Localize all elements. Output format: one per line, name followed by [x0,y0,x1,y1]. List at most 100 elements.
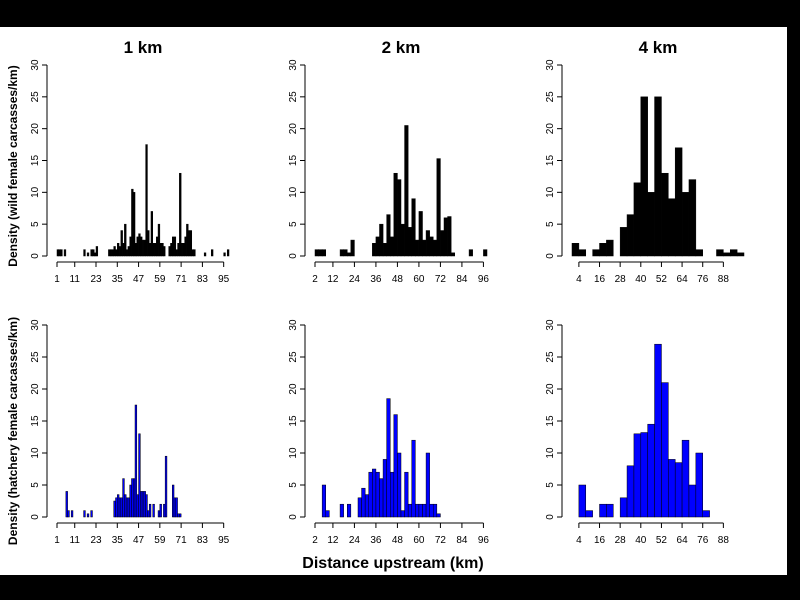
histogram-bar [400,223,405,257]
y-tick-label: 10 [545,186,556,198]
histogram-bar [115,249,118,257]
histogram-bar [133,192,136,257]
histogram-bar [483,249,488,257]
histogram-bar [619,497,628,518]
x-tick-label: 16 [594,274,606,285]
histogram-bar [468,249,473,257]
histogram-bar [226,249,230,257]
histogram-bar [223,252,226,257]
y-tick-label: 30 [30,59,41,71]
histogram-bar [418,211,423,257]
histogram-bar [425,230,430,257]
x-tick-label: 64 [677,274,689,285]
histogram-bar [415,239,420,257]
y-tick-label: 20 [545,123,556,135]
histogram-bar [117,243,120,257]
y-tick-label: 15 [545,155,556,167]
y-tick-label: 25 [545,351,556,363]
histogram-bar [661,172,669,257]
histogram-bar [179,172,182,257]
histogram-bar [339,503,344,518]
histogram-bar [83,249,86,257]
histogram-bar [729,249,738,257]
histogram-bar [129,484,132,518]
histogram-bar [118,497,122,518]
histogram-bar [447,216,452,257]
histogram-bar [640,96,648,257]
y-tick-label: 15 [30,415,41,427]
y-tick-label: 30 [545,319,556,331]
histogram-bar [436,513,441,518]
x-tick-label: 60 [413,274,425,285]
histogram-bar [723,252,731,257]
x-tick-label: 4 [576,274,582,285]
histogram-bar [578,484,587,518]
x-tick-label: 36 [370,274,382,285]
histogram-bar [113,246,116,257]
histogram-bar [115,497,118,518]
histogram-bar [154,243,157,257]
histogram-bar [647,423,655,518]
histogram-bar [173,497,177,518]
histogram-bar [364,494,370,518]
histogram-bar [440,230,445,257]
histogram-bar [433,503,438,518]
histogram-bar [163,246,166,257]
histogram-bar [599,243,607,257]
histogram-bar [93,252,97,257]
x-tick-label: 52 [656,274,668,285]
x-tick-label: 95 [218,274,230,285]
histogram-bar [187,230,191,257]
histogram-bar [175,249,178,257]
histogram-bar [127,497,130,518]
x-tick-label: 35 [112,274,124,285]
y-tick-label: 20 [30,383,41,395]
histogram-bar [131,478,134,518]
x-tick-label: 96 [478,535,490,546]
histogram-bar [429,503,434,518]
histogram-bar [654,96,662,257]
y-tick-label: 5 [545,221,556,227]
histogram-bar [418,503,423,518]
x-tick-label: 88 [718,274,730,285]
histogram-bar [90,510,93,518]
x-tick-label: 1 [54,274,60,285]
histogram-bar [127,246,130,257]
histogram-bar [90,249,93,257]
histogram-bar [382,243,387,257]
chart-panel-2: 2 km 0 5 10 15 20 25 30 2 12 24 36 48 60 72 84 96 [288,38,489,285]
chart-title: 2 km [382,38,421,57]
histogram-bar [70,510,74,518]
histogram-bar [433,239,438,257]
histogram-bar [695,452,703,518]
histogram-bar [640,432,648,518]
histogram-bar [141,491,145,518]
chart-panel-3: 4 km 0 5 10 15 20 25 30 4 16 28 40 52 64 76 88 [545,38,745,285]
histogram-bar [716,249,724,257]
histogram-bar [95,246,99,257]
histogram-bar [619,227,628,257]
x-tick-label: 36 [370,535,382,546]
histogram-bar [347,503,352,518]
histogram-bar [152,503,155,518]
histogram-bar [382,459,387,518]
histogram-bar [400,510,405,518]
x-tick-label: 83 [197,535,209,546]
y-tick-label: 20 [288,123,299,135]
histogram-bar [379,478,384,518]
histogram-bar [148,243,152,257]
histogram-bar [407,503,413,518]
x-tick-label: 40 [635,274,647,285]
histogram-bar [186,223,189,257]
y-tick-label: 30 [288,319,299,331]
histogram-bar [147,510,150,518]
histogram-bar [122,243,125,257]
histogram-bar [661,382,669,518]
histogram-bar [668,459,676,518]
histogram-bar [177,243,180,257]
y-tick-label: 30 [288,59,299,71]
histogram-bar [422,503,427,518]
x-tick-label: 2 [312,274,318,285]
